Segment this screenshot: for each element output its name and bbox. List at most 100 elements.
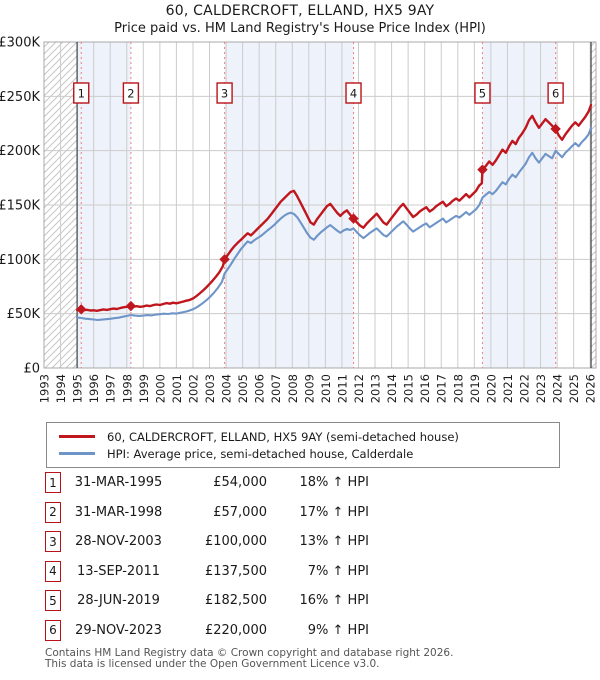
sale-marker-diamond [477,164,488,175]
sale-number-text: 2 [127,87,134,101]
sale-number-text: 5 [479,87,486,101]
chart-legend: 60, CALDERCROFT, ELLAND, HX5 9AY (semi-d… [46,422,560,468]
x-tick-label: 1994 [54,374,68,403]
row-sale-price: £54,000 [213,475,267,491]
x-tick-label: 2020 [484,374,498,403]
row-sale-price: £57,000 [213,504,267,520]
x-tick-label: 1993 [38,374,52,403]
legend-line-swatch [59,435,95,438]
legend-item-label: 60, CALDERCROFT, ELLAND, HX5 9AY (semi-d… [107,429,459,444]
y-tick-label: £100K [0,253,40,268]
y-tick-label: £50K [7,307,41,322]
row-sale-date: 28-NOV-2003 [75,534,162,550]
sale-number-box [73,82,90,104]
y-tick-label: £200K [0,144,40,159]
legend-item-label: HPI: Average price, semi-detached house,… [107,446,414,461]
footer-attribution: Contains HM Land Registry data © Crown c… [45,647,454,659]
row-sale-price: £182,500 [204,593,267,609]
row-number-badge: 6 [45,619,61,641]
x-tick-label: 1999 [137,374,151,403]
y-tick-label: £300K [0,36,40,51]
sales-table: 1 31-MAR-1995 £54,000 18% ↑ HPI 2 31-MAR-1998… [45,468,385,645]
sale-number-box [122,82,140,104]
x-tick-label: 2013 [369,374,383,403]
row-number-badge: 2 [45,501,61,523]
x-tick-label: 2023 [534,374,548,403]
x-tick-label: 2019 [468,374,482,403]
x-tick-label: 1995 [71,374,85,403]
x-tick-label: 2004 [220,374,234,403]
x-tick-label: 2006 [253,374,267,403]
x-tick-label: 2010 [319,374,333,403]
row-number-badge: 5 [45,590,61,612]
x-tick-label: 2021 [501,374,515,403]
y-tick-label: £0 [23,362,40,377]
x-tick-label: 1996 [87,374,101,403]
sale-number-text: 1 [78,87,85,101]
x-tick-label: 2008 [286,374,300,403]
sale-table-row: 1 31-MAR-1995 £54,000 18% ↑ HPI [45,468,385,498]
x-tick-label: 2009 [302,374,316,403]
y-tick-label: £150K [0,199,40,214]
x-tick-label: 2001 [170,374,184,403]
x-tick-label: 2015 [402,374,416,403]
row-sale-date: 31-MAR-1998 [74,504,163,520]
legend-item-price-paid: 60, CALDERCROFT, ELLAND, HX5 9AY (semi-d… [47,428,559,445]
row-number-badge: 1 [45,472,61,494]
x-tick-label: 2012 [352,374,366,403]
sale-number-text: 4 [350,87,357,101]
row-sale-date: 29-NOV-2023 [75,622,162,638]
row-vs-hpi: 17% ↑ HPI [299,504,369,520]
x-tick-label: 2024 [551,374,565,403]
hpi-line [76,126,593,322]
footer: Contains HM Land Registry data © Crown c… [45,648,453,670]
sale-number-text: 6 [552,87,559,101]
sale-number-box [345,82,362,104]
price-paid-line [75,103,593,312]
x-tick-label: 1997 [104,374,118,403]
sale-number-box [216,82,233,104]
row-sale-date: 28-JUN-2019 [77,593,160,609]
row-sale-date: 13-SEP-2011 [76,563,161,579]
x-tick-label: 2016 [418,374,432,403]
y-tick-label: £250K [0,90,40,105]
sale-marker-diamond [550,123,561,135]
sale-marker-diamond [348,213,359,224]
sale-table-row: 6 29-NOV-2023 £220,000 9% ↑ HPI [45,616,385,646]
row-vs-hpi: 16% ↑ HPI [299,593,369,609]
x-tick-label: 2018 [451,374,465,403]
x-tick-label: 2026 [584,374,598,403]
sale-number-box [474,82,491,104]
x-tick-label: 2025 [567,374,581,403]
legend-line-swatch [59,452,95,455]
x-tick-label: 2022 [518,374,532,403]
row-vs-hpi: 9% ↑ HPI [307,622,369,638]
row-sale-price: £100,000 [204,534,267,550]
row-vs-hpi: 18% ↑ HPI [299,475,369,491]
x-tick-label: 1998 [120,374,134,403]
x-tick-label: 2017 [435,374,449,403]
sale-number-box [547,82,564,104]
x-tick-label: 2007 [269,374,283,403]
row-sale-price: £137,500 [204,563,267,579]
sale-table-row: 3 28-NOV-2003 £100,000 13% ↑ HPI [45,527,385,557]
x-tick-label: 2002 [186,374,200,403]
x-tick-label: 2005 [236,374,250,403]
x-tick-label: 2014 [385,374,399,403]
footer-licence: This data is licensed under the Open Gov… [45,657,380,670]
x-tick-label: 2000 [153,374,167,403]
row-vs-hpi: 7% ↑ HPI [307,563,369,579]
legend-item-hpi: HPI: Average price, semi-detached house,… [47,445,559,462]
sale-table-row: 4 13-SEP-2011 £137,500 7% ↑ HPI [45,557,385,587]
row-number-badge: 4 [45,560,61,582]
row-vs-hpi: 13% ↑ HPI [299,534,369,550]
sale-table-row: 2 31-MAR-1998 £57,000 17% ↑ HPI [45,498,385,528]
row-number-badge: 3 [45,531,61,553]
sale-marker-diamond [76,304,87,315]
sale-number-text: 3 [221,87,228,101]
row-sale-date: 31-MAR-1995 [74,475,163,491]
x-tick-label: 2011 [335,374,349,403]
row-sale-price: £220,000 [204,622,267,638]
x-tick-label: 2003 [203,374,217,403]
